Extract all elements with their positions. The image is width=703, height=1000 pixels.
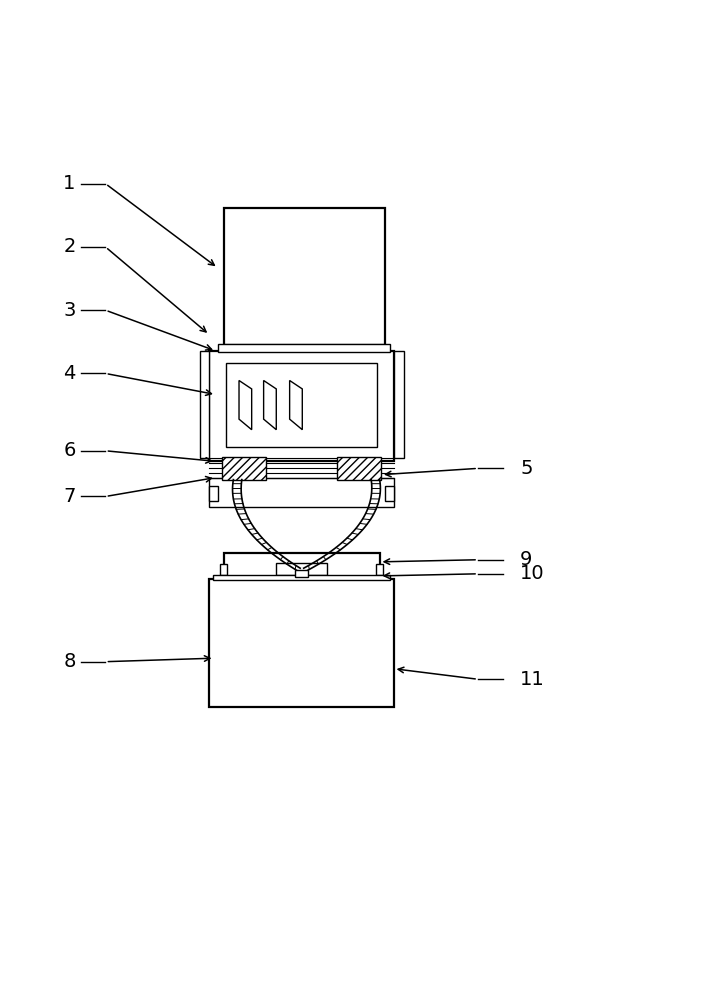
Text: 1: 1 — [63, 174, 76, 193]
Bar — [276, 563, 327, 575]
Bar — [224, 553, 380, 581]
Bar — [200, 351, 209, 458]
Bar — [385, 486, 394, 501]
Bar — [224, 208, 385, 345]
Text: 3: 3 — [63, 301, 76, 320]
Text: 10: 10 — [520, 564, 545, 583]
Bar — [220, 564, 227, 575]
Bar — [394, 351, 404, 458]
Bar — [209, 486, 218, 501]
Bar — [209, 579, 394, 707]
Bar — [218, 344, 390, 352]
Bar — [337, 457, 381, 480]
Text: 2: 2 — [63, 237, 76, 256]
Text: 9: 9 — [520, 550, 533, 569]
Bar — [222, 457, 266, 480]
Text: 8: 8 — [63, 652, 76, 671]
Bar — [209, 478, 394, 507]
Bar — [295, 570, 308, 577]
Text: 4: 4 — [63, 364, 76, 383]
Bar — [213, 575, 390, 580]
Bar — [209, 351, 394, 461]
Text: 6: 6 — [63, 441, 76, 460]
Bar — [376, 564, 383, 575]
Text: 11: 11 — [520, 670, 545, 689]
Text: 5: 5 — [520, 459, 533, 478]
Bar — [226, 363, 377, 447]
Text: 7: 7 — [63, 487, 76, 506]
